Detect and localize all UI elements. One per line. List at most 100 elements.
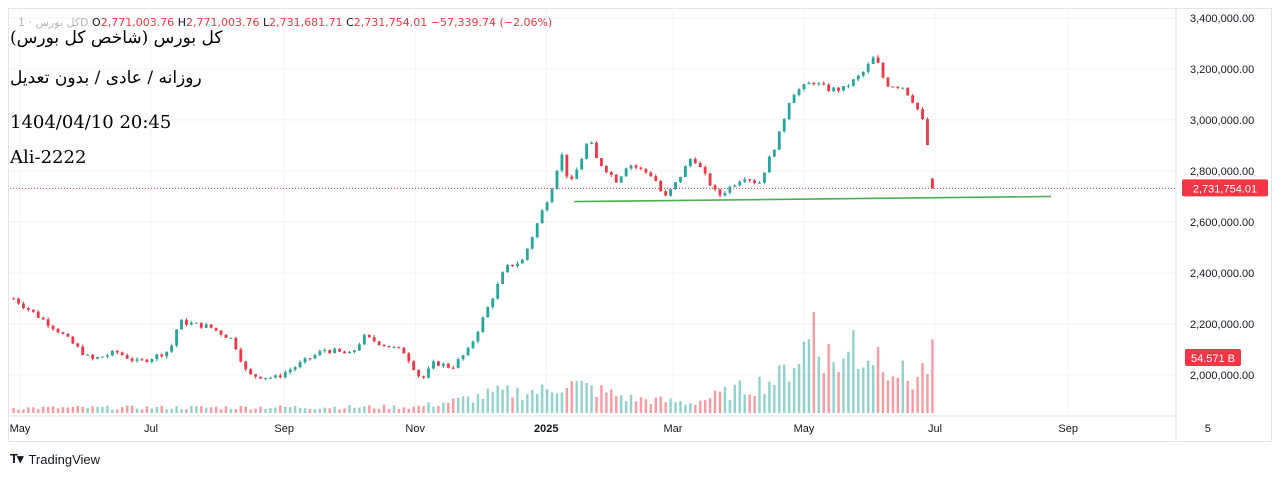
candle-body [634, 165, 638, 168]
volume-bar [871, 365, 875, 413]
volume-bar [773, 384, 776, 413]
volume-bar [471, 402, 475, 413]
candle-body [427, 368, 430, 378]
volume-bar [506, 385, 509, 413]
volume-bar [298, 407, 302, 413]
volume-bar [486, 388, 490, 413]
volume-bar [91, 406, 94, 413]
candle-body [674, 182, 677, 190]
volume-bar [886, 380, 890, 413]
candle-body [901, 87, 905, 89]
volume-bar [402, 407, 406, 413]
y-tick-label: 3,400,000.00 [1190, 13, 1254, 25]
volume-bar [718, 391, 722, 413]
candle-body [728, 186, 732, 193]
candle-body [827, 84, 831, 92]
volume-bar [605, 392, 608, 413]
candle-body [26, 308, 30, 310]
candle-body [372, 337, 376, 342]
volume-bar [921, 363, 924, 413]
volume-bar [619, 395, 623, 413]
legend-change: −57,339.74 (−2.06%) [430, 16, 553, 29]
candle-body [693, 158, 697, 164]
volume-bar [476, 393, 480, 413]
candle-body [787, 103, 791, 120]
volume-bar [763, 393, 766, 413]
volume-bar [481, 398, 485, 413]
candle-body [491, 298, 495, 308]
volume-bar [318, 408, 322, 413]
candle-body [560, 154, 564, 171]
candle-body [600, 158, 603, 166]
legend-high-key: H [177, 16, 186, 29]
volume-bar [333, 406, 336, 413]
candle-body [61, 332, 65, 334]
candle-body [511, 264, 514, 267]
volume-bar [140, 409, 144, 413]
current-price-label: 2,731,754.01 [1193, 183, 1257, 195]
volume-bar [214, 406, 218, 413]
candle-body [204, 324, 208, 328]
candle-body [125, 355, 129, 359]
volume-bar [51, 406, 55, 413]
candle-body [229, 337, 233, 339]
volume-bar [733, 384, 737, 413]
candle-body [684, 166, 687, 177]
candle-body [194, 322, 198, 324]
volume-bar [145, 406, 149, 413]
candle-body [896, 86, 900, 88]
candle-body [328, 350, 332, 354]
candle-body [135, 359, 139, 361]
volume-bar [802, 341, 806, 413]
volume-bar [358, 407, 361, 413]
volume-bar [876, 346, 880, 413]
candle-body [273, 375, 277, 378]
volume-bar [86, 408, 89, 413]
tradingview-footer[interactable]: T▾ TradingView [10, 451, 100, 467]
volume-bar [353, 407, 356, 413]
legend-close-key: C [346, 16, 354, 29]
candle-body [486, 307, 490, 318]
candle-body [466, 347, 470, 356]
candle-body [451, 367, 455, 369]
candle-body [595, 142, 598, 159]
volume-bar [452, 398, 455, 413]
x-tick-label: Jul [928, 423, 942, 435]
candle-body [254, 374, 258, 377]
volume-bar [259, 406, 262, 413]
candle-body [313, 355, 317, 359]
volume-bar [323, 407, 326, 413]
volume-bar [303, 408, 307, 413]
candle-body [476, 331, 480, 342]
index-title: کل بورس (شاخص کل بورس) [10, 28, 223, 48]
volume-bar [703, 400, 707, 413]
volume-bar [931, 339, 934, 413]
volume-bar [496, 385, 499, 413]
volume-bar [338, 409, 341, 413]
candle-body [713, 185, 717, 190]
candle-body [56, 328, 60, 333]
volume-bar [37, 409, 40, 413]
volume-bar [427, 402, 430, 413]
tradingview-brand: TradingView [28, 451, 101, 467]
candle-body [224, 334, 228, 338]
candle-body [66, 333, 70, 337]
volume-bar [664, 402, 667, 413]
volume-bar [560, 392, 564, 413]
volume-bar [175, 406, 178, 413]
volume-bar [125, 405, 129, 413]
y-tick-label: 2,600,000.00 [1190, 217, 1254, 229]
volume-bar [46, 406, 50, 413]
candle-body [283, 372, 287, 378]
volume-bar [27, 407, 30, 413]
volume-bar [575, 380, 578, 413]
candle-body [886, 77, 890, 87]
volume-bar [456, 397, 460, 413]
candle-body [86, 354, 90, 356]
volume-label-badge [1185, 349, 1241, 366]
volume-bar [61, 407, 65, 413]
volume-bar [219, 409, 223, 413]
volume-bar [249, 409, 252, 413]
volume-bar [432, 406, 435, 413]
